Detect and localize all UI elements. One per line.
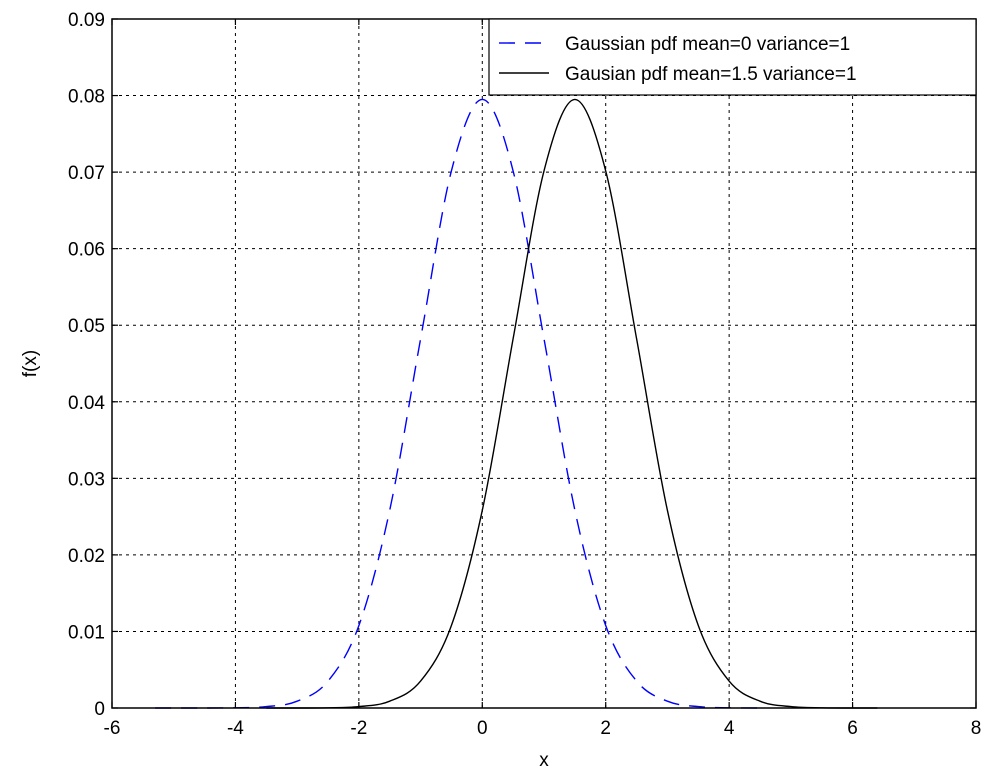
series-line-1 — [266, 98, 878, 709]
y-tick-label: 0.08 — [68, 87, 105, 108]
grid-layer — [112, 19, 976, 708]
legend-label-series-1: Gausian pdf mean=1.5 variance=1 — [565, 64, 857, 85]
plot-frame — [111, 18, 977, 709]
legend: Gaussian pdf mean=0 variance=1 Gausian p… — [488, 18, 977, 96]
x-tick-label: -4 — [227, 718, 244, 739]
y-tick-label: 0.04 — [68, 393, 105, 414]
x-tick-label: 4 — [724, 718, 735, 739]
y-tick-label: 0 — [94, 699, 105, 720]
series-line-0 — [155, 98, 761, 709]
x-tick-label: 0 — [477, 718, 488, 739]
y-tick-label: 0.06 — [68, 240, 105, 261]
x-tick-label: 6 — [847, 718, 858, 739]
y-tick-label: 0.09 — [68, 10, 105, 31]
x-tick-label: -6 — [104, 718, 121, 739]
x-tick-label: -2 — [350, 718, 367, 739]
y-axis-label: f(x) — [20, 350, 41, 377]
x-axis-label: x — [539, 750, 549, 771]
legend-box — [488, 18, 977, 96]
series-layer — [155, 98, 878, 709]
y-tick-label: 0.05 — [68, 316, 105, 337]
x-tick-label: 2 — [600, 718, 611, 739]
y-tick-label: 0.02 — [68, 546, 105, 567]
y-tick-label: 0.01 — [68, 622, 105, 643]
tick-layer: -6 -4 -2 0 2 4 6 8 0 0.01 0.02 0.03 0.04 0.05 0.06 0.07… — [68, 10, 981, 739]
y-tick-label: 0.03 — [68, 469, 105, 490]
x-tick-label: 8 — [971, 718, 982, 739]
legend-label-series-0: Gaussian pdf mean=0 variance=1 — [565, 34, 850, 55]
y-tick-label: 0.07 — [68, 163, 105, 184]
